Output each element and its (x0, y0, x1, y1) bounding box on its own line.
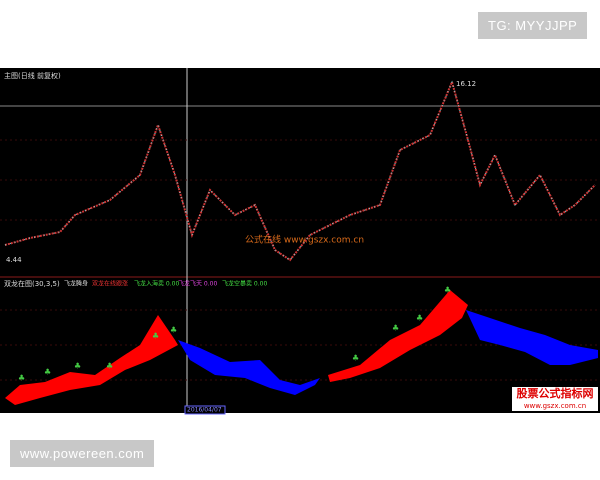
svg-text:♣: ♣ (106, 362, 113, 371)
svg-text:♣: ♣ (170, 326, 177, 335)
legend-item: 飞龙飞天 0.00 (178, 280, 217, 288)
indicator-title: 双龙在图(30,3,5) (4, 279, 60, 288)
signal-markers: ♣ ♣ ♣ ♣ ♣ ♣ ♣ ♣ ♣ ♣ (18, 286, 451, 383)
blue-band (178, 340, 320, 395)
price-candles (4, 78, 596, 262)
svg-text:♣: ♣ (74, 362, 81, 371)
legend-item: 双龙在线跟涨 (92, 280, 128, 288)
high-label: 16.12 (456, 80, 476, 88)
svg-text:♣: ♣ (444, 286, 451, 295)
legend-item: 飞龙空暴卖 0.00 (222, 280, 267, 288)
svg-text:♣: ♣ (44, 368, 51, 377)
low-label: 4.44 (6, 256, 22, 264)
bottom-watermark: www.powereen.com (10, 440, 155, 467)
legend-item: 飞龙入海卖 0.00 (134, 280, 179, 288)
red-band (5, 315, 178, 405)
logo-url: www.gszx.com.cn (524, 402, 586, 410)
window-bg (0, 68, 600, 413)
main-title: 主图(日线 前复权) (4, 71, 61, 80)
cursor-date-box (184, 405, 226, 415)
overlay-watermark: 公式在线 www.gszx.com.cn (245, 234, 364, 246)
top-watermark: TG: MYYJJPP (478, 12, 588, 39)
cursor-date: 2016/04/07 (187, 407, 222, 414)
grid (0, 139, 600, 381)
svg-text:♣: ♣ (416, 314, 423, 323)
svg-text:♣: ♣ (352, 354, 359, 363)
svg-text:♣: ♣ (152, 332, 159, 341)
red-band (328, 290, 468, 382)
svg-text:♣: ♣ (18, 374, 25, 383)
blue-band (466, 310, 598, 365)
svg-text:♣: ♣ (392, 324, 399, 333)
logo-box (512, 387, 598, 411)
legend-item: 飞龙腾身 (64, 280, 88, 288)
logo-name: 股票公式指标网 (517, 386, 594, 400)
